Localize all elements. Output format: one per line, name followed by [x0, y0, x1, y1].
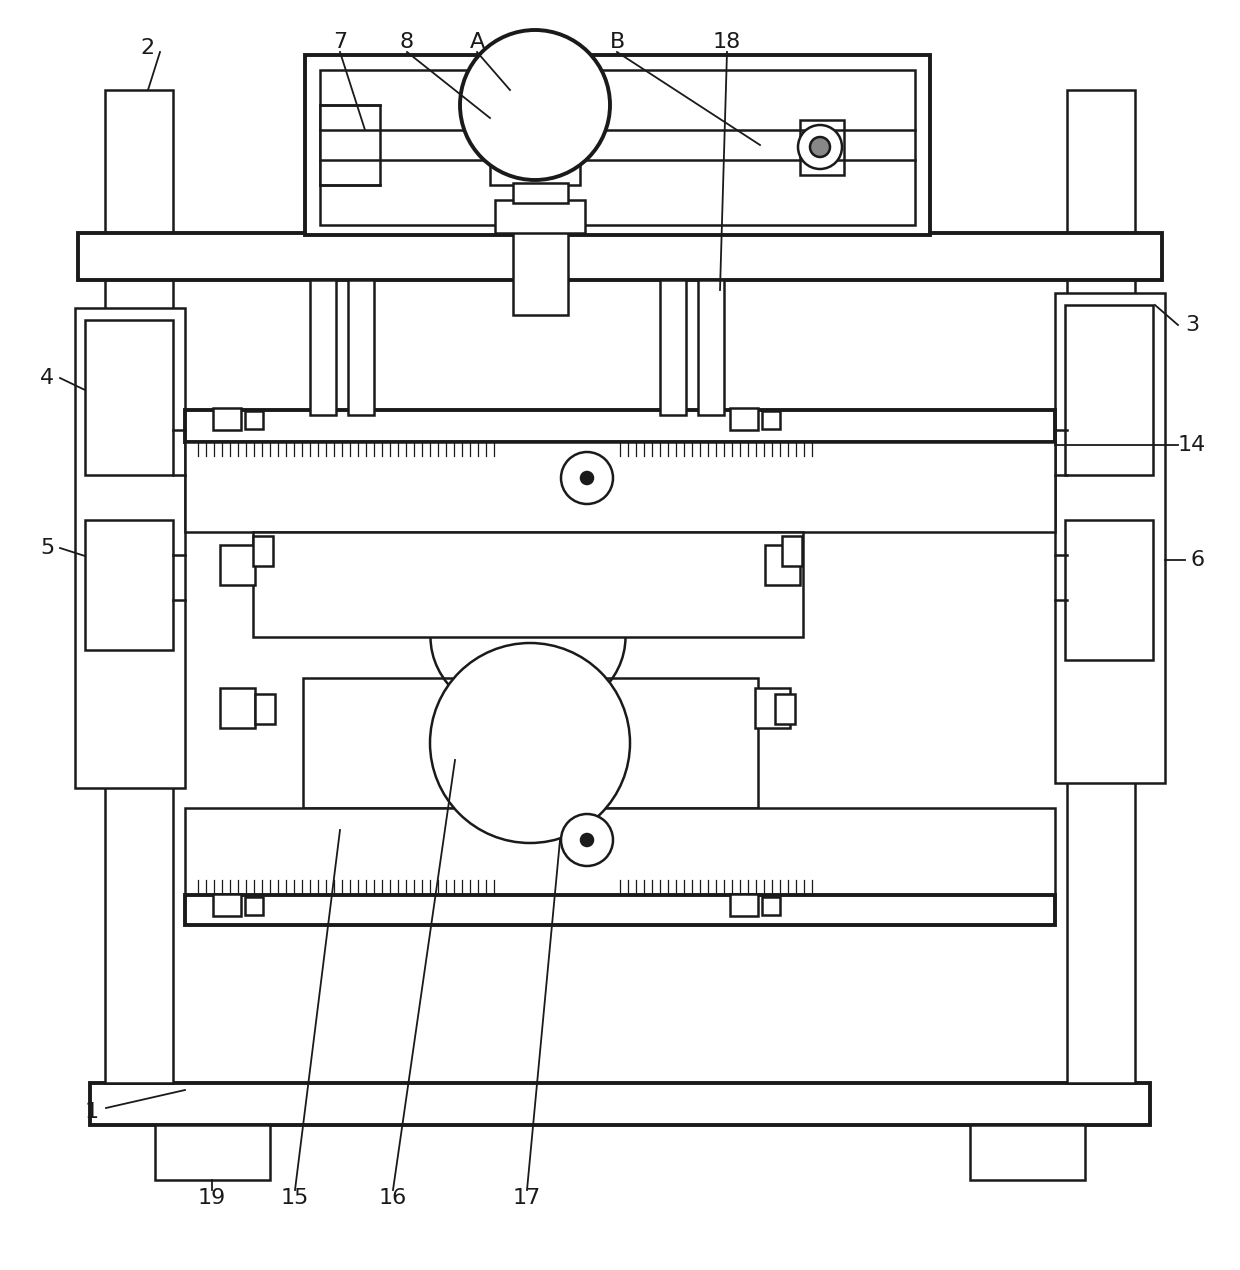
Text: 2: 2	[140, 38, 154, 58]
Bar	[495, 199, 585, 232]
Bar	[1065, 305, 1153, 475]
Text: 8: 8	[401, 32, 414, 52]
Text: 7: 7	[332, 32, 347, 52]
Text: 3: 3	[1185, 315, 1199, 335]
Bar	[320, 105, 379, 185]
Bar	[730, 408, 758, 431]
Bar	[490, 116, 580, 185]
Bar	[213, 408, 241, 431]
Bar	[660, 279, 686, 415]
Bar	[253, 536, 273, 566]
Bar	[348, 279, 374, 415]
Bar	[1055, 293, 1166, 784]
Bar	[246, 897, 263, 914]
Bar	[782, 536, 802, 566]
Bar	[775, 693, 795, 724]
Bar	[303, 678, 758, 808]
Bar	[185, 895, 1055, 925]
Bar	[253, 532, 804, 638]
Bar	[255, 693, 275, 724]
Bar	[246, 411, 263, 429]
Bar	[730, 894, 758, 916]
Circle shape	[582, 472, 593, 484]
Text: 5: 5	[40, 538, 55, 558]
Bar	[970, 1125, 1085, 1180]
Bar	[219, 688, 255, 728]
Bar	[155, 1125, 270, 1180]
Bar	[763, 411, 780, 429]
Text: 14: 14	[1178, 436, 1207, 455]
Bar	[698, 279, 724, 415]
Bar	[513, 230, 568, 315]
Text: 6: 6	[1190, 550, 1205, 570]
Bar	[513, 183, 568, 203]
Bar	[800, 119, 844, 175]
Bar	[105, 90, 174, 1083]
Text: B: B	[609, 32, 625, 52]
Text: 19: 19	[198, 1187, 226, 1208]
Bar	[91, 1083, 1149, 1125]
Text: 15: 15	[280, 1187, 309, 1208]
Bar	[1066, 90, 1135, 1083]
Circle shape	[560, 814, 613, 866]
Bar	[1065, 519, 1153, 660]
Circle shape	[799, 124, 842, 169]
Bar	[185, 808, 1055, 897]
Bar	[765, 545, 800, 585]
Bar	[86, 519, 174, 650]
Text: A: A	[470, 32, 485, 52]
Bar	[755, 688, 790, 728]
Bar	[320, 70, 915, 225]
Bar	[506, 88, 564, 117]
Text: 17: 17	[513, 1187, 541, 1208]
Text: 4: 4	[40, 368, 55, 389]
Circle shape	[582, 834, 593, 846]
Circle shape	[810, 137, 830, 157]
Circle shape	[460, 30, 610, 180]
Bar	[310, 279, 336, 415]
Bar	[74, 309, 185, 787]
Bar	[185, 442, 1055, 532]
Text: 16: 16	[379, 1187, 407, 1208]
Bar	[763, 897, 780, 914]
Bar	[305, 55, 930, 235]
Bar	[86, 320, 174, 475]
Bar	[219, 545, 255, 585]
Text: 18: 18	[713, 32, 742, 52]
Bar	[213, 894, 241, 916]
Text: 1: 1	[84, 1102, 99, 1121]
Circle shape	[560, 452, 613, 504]
Bar	[78, 232, 1162, 279]
Bar	[185, 410, 1055, 442]
Circle shape	[430, 643, 630, 843]
